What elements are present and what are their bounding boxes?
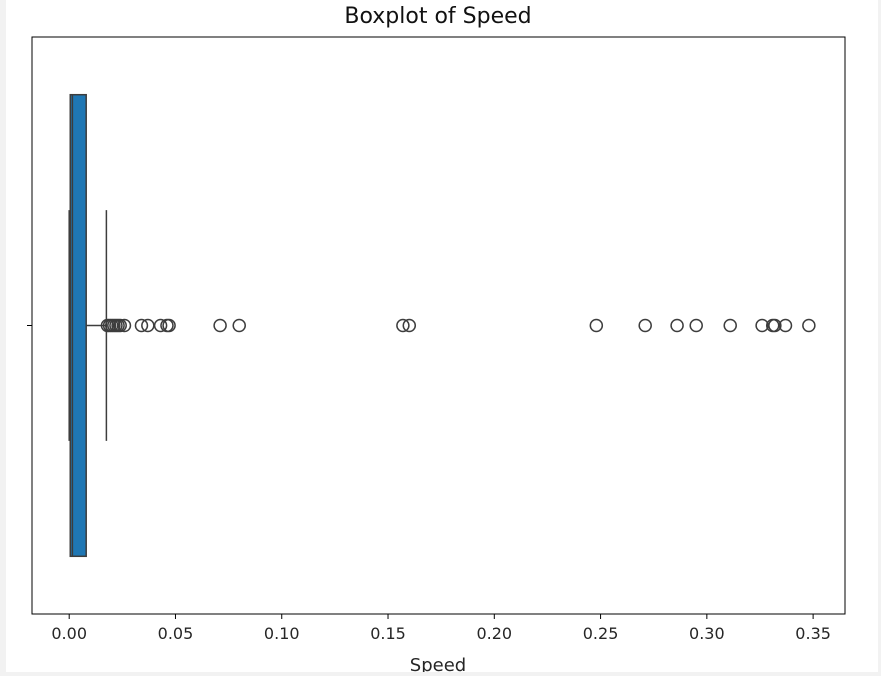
x-tick-label: 0.20 <box>476 624 512 643</box>
plot-area <box>68 93 816 558</box>
x-tick-label: 0.30 <box>689 624 725 643</box>
outlier-point <box>153 318 168 333</box>
outlier-point <box>213 318 227 333</box>
chart-figure: Boxplot of Speed 0.00 0.05 0.10 0.15 0.20 0.2… <box>6 0 878 672</box>
chart-title: Boxplot of Speed <box>344 4 531 29</box>
x-tick-label: 0.00 <box>51 624 87 643</box>
box-iqr <box>69 93 87 558</box>
outlier-point <box>113 318 127 333</box>
x-tick-label: 0.10 <box>264 624 300 643</box>
outlier-point <box>589 318 604 333</box>
outlier-point <box>402 318 417 333</box>
outlier-point <box>638 318 652 333</box>
x-axis-label: Speed <box>410 655 466 672</box>
x-tick-label: 0.15 <box>370 624 406 643</box>
boxplot-chart: Boxplot of Speed 0.00 0.05 0.10 0.15 0.20 0.2… <box>27 4 846 672</box>
outlier-point <box>723 318 737 333</box>
outlier-point <box>396 318 410 333</box>
outlier-point <box>802 318 816 333</box>
outlier-point <box>768 318 782 333</box>
outlier-point <box>162 318 176 333</box>
x-tick-label: 0.35 <box>795 624 831 643</box>
outlier-point <box>778 318 793 333</box>
outlier-point <box>755 318 769 333</box>
outlier-point <box>689 318 703 333</box>
x-tick-label: 0.05 <box>158 624 194 643</box>
outlier-point <box>141 318 155 333</box>
x-axis: 0.00 0.05 0.10 0.15 0.20 0.25 0.30 0.35 <box>27 36 846 643</box>
outlier-point <box>670 318 684 333</box>
outlier-point <box>134 318 149 333</box>
outlier-point <box>117 318 132 333</box>
x-tick-label: 0.25 <box>583 624 619 643</box>
outlier-point <box>232 318 246 333</box>
